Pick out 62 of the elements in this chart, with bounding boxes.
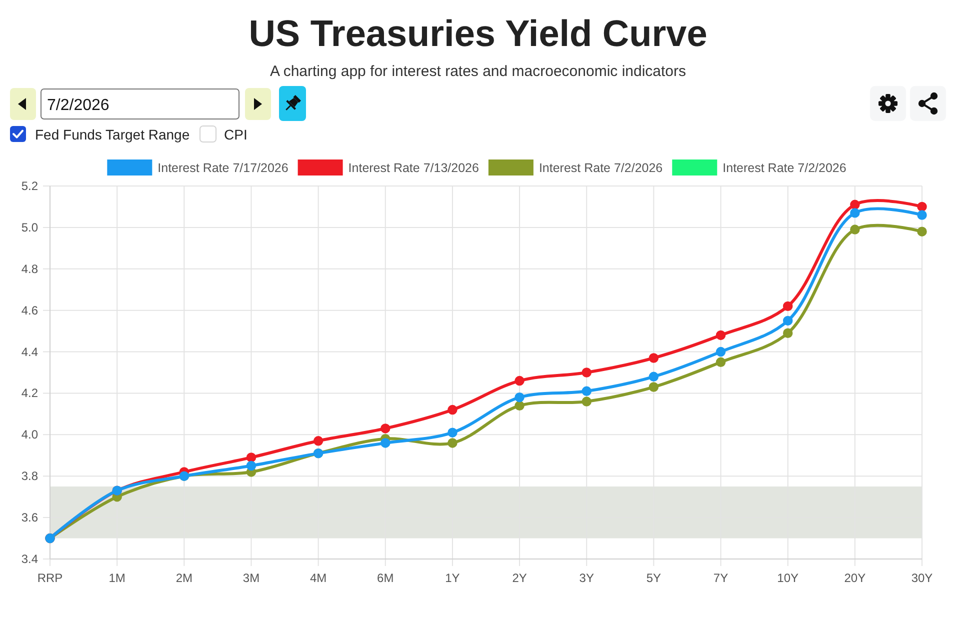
x-tick-label: 2M	[176, 571, 192, 585]
y-tick-label: 3.6	[21, 510, 38, 525]
x-tick-label: 7Y	[713, 571, 728, 585]
point	[313, 436, 324, 446]
x-tick-label: 2Y	[512, 571, 527, 585]
point	[782, 301, 793, 312]
y-tick-label: 4.2	[21, 386, 38, 400]
point	[782, 328, 793, 338]
point	[448, 438, 458, 448]
point	[246, 452, 256, 462]
point	[582, 368, 592, 378]
point	[648, 353, 659, 363]
point	[917, 226, 927, 236]
point	[582, 386, 592, 396]
point	[246, 460, 256, 471]
point	[648, 382, 659, 392]
point	[448, 404, 458, 415]
point	[380, 424, 390, 434]
x-tick-label: 6M	[377, 571, 394, 585]
y-tick-label: 4.4	[21, 344, 38, 359]
point	[917, 210, 927, 220]
point	[448, 428, 458, 438]
legend-label: Interest Rate 7/17/2026	[158, 161, 288, 175]
legend-label: Interest Rate 7/2/2026	[538, 161, 663, 175]
x-tick-label: 10Y	[777, 571, 799, 585]
text: Fed Funds Target Range	[35, 126, 190, 142]
text: 7/2/2026	[47, 97, 110, 114]
y-tick-label: 3.4	[21, 552, 38, 566]
x-tick-label: 30Y	[911, 571, 933, 585]
x-tick-label: 5Y	[646, 571, 662, 585]
x-tick-label: 1M	[108, 571, 126, 585]
point	[514, 400, 524, 411]
text: CPI	[224, 126, 248, 142]
y-tick-label: 5.0	[21, 220, 38, 234]
chart-title: US Treasuries Yield Curve	[248, 13, 708, 54]
point	[514, 392, 524, 402]
x-tick-label: 4M	[310, 571, 327, 585]
point	[716, 330, 726, 340]
legend-label: Interest Rate 7/2/2026	[722, 161, 846, 175]
point	[917, 202, 927, 212]
point	[514, 376, 524, 386]
point	[380, 438, 390, 448]
point	[850, 208, 860, 218]
y-tick-label: 3.8	[21, 469, 38, 484]
point	[582, 396, 592, 406]
point	[850, 200, 860, 210]
y-tick-label: 4.6	[21, 303, 38, 318]
x-tick-label: 20Y	[844, 571, 866, 585]
x-tick-label: RRP	[37, 571, 63, 585]
x-tick-label: 3M	[242, 571, 260, 585]
point	[716, 346, 726, 357]
point	[716, 357, 726, 367]
point	[782, 316, 793, 326]
y-tick-label: 5.2	[21, 179, 38, 193]
chart-subtitle: A charting app for interest rates and macroeconomic indicators	[270, 63, 686, 80]
x-tick-label: 3Y	[579, 571, 594, 585]
y-tick-label: 4.0	[21, 428, 38, 442]
point	[850, 224, 860, 234]
point	[648, 372, 659, 382]
x-tick-label: 1Y	[445, 571, 460, 585]
y-tick-label: 4.8	[21, 262, 38, 276]
legend-label: Interest Rate 7/13/2026	[348, 161, 479, 175]
